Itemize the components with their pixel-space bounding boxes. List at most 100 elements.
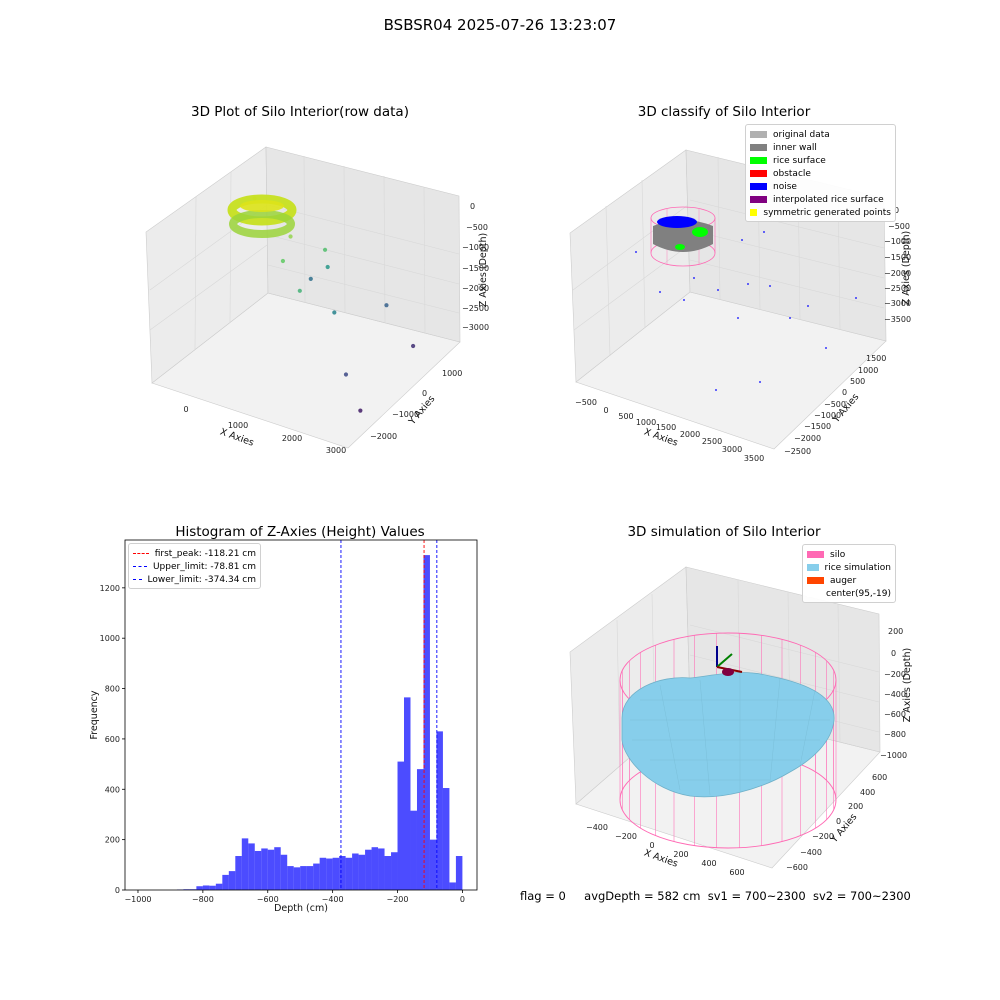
classify-z-tick: −3500	[884, 315, 911, 324]
simulation-y-tick: −400	[800, 848, 822, 857]
classify-x-tick: 0	[603, 406, 608, 415]
classify-x-tick: 3000	[722, 445, 742, 454]
classify-noise-point	[683, 299, 685, 301]
legend-line-swatch	[133, 566, 147, 567]
histogram-x-tick: −800	[192, 895, 214, 904]
classify-noise-point	[693, 277, 695, 279]
classify-noise-point	[825, 347, 827, 349]
histogram-bar	[423, 555, 430, 890]
simulation-y-tick: 400	[860, 788, 875, 797]
raw-scatter-point	[322, 247, 328, 252]
classify-x-tick: −500	[575, 398, 597, 407]
raw-y-tick: 1000	[442, 369, 462, 378]
legend-label: noise	[773, 181, 797, 192]
histogram-y-tick: 400	[105, 785, 120, 794]
raw-scatter-point	[280, 258, 286, 264]
simulation-x-tick: −400	[586, 823, 608, 832]
classify-noise-point	[747, 283, 749, 285]
legend-label: symmetric generated points	[763, 207, 891, 218]
histogram-bar	[241, 838, 249, 890]
classify-x-tick: 2000	[680, 430, 700, 439]
legend-label: obstacle	[773, 168, 811, 179]
simulation-auger	[716, 646, 743, 676]
classify-noise-point	[635, 251, 637, 253]
histogram-y-label: Frequency	[89, 690, 100, 739]
classify-rice-surface	[675, 227, 708, 250]
raw-scatter-point	[384, 303, 389, 308]
raw-y-tick: 0	[422, 389, 427, 398]
legend-color-swatch	[750, 157, 767, 164]
raw-scatter-point	[308, 276, 313, 281]
histogram-bar	[306, 866, 314, 890]
raw-scatter-points	[252, 196, 416, 413]
raw-y-ticks: 1000 0 −1000 −2000	[370, 369, 462, 441]
histogram-y-tick: 600	[105, 735, 120, 744]
classify-z-tick: −2000	[884, 269, 911, 278]
classify-y-tick: −500	[824, 400, 846, 409]
simulation-z-tick: −600	[884, 710, 906, 719]
classify-noise-point	[763, 231, 765, 233]
classify-y-tick: 0	[842, 388, 847, 397]
histogram-bar	[332, 857, 340, 890]
classify-noise-point	[769, 285, 771, 287]
simulation-x-tick: 600	[729, 868, 744, 877]
simulation-y-tick: −600	[786, 863, 808, 872]
simulation-y-label: Y Axies	[828, 812, 859, 846]
classify-z-tick: −2500	[884, 284, 911, 293]
raw-z-tick: −1000	[462, 243, 489, 252]
simulation-y-ticks: 600 400 200 0 −200 −400 −600	[786, 773, 887, 872]
histogram-bar	[254, 850, 262, 890]
raw-ring-cluster	[227, 194, 297, 238]
classify-noise-point	[741, 239, 743, 241]
classify-y-tick: 1000	[858, 366, 878, 375]
legend-color-swatch	[750, 196, 767, 203]
legend-item: auger	[807, 574, 891, 587]
classify-z-tick: −1000	[884, 237, 911, 246]
raw-x-tick: 2000	[282, 434, 302, 443]
raw-plot-title: 3D Plot of Silo Interior(row data)	[191, 104, 409, 120]
classify-y-tick: −1500	[804, 422, 831, 431]
histogram-title: Histogram of Z-Axies (Height) Values	[175, 524, 425, 540]
legend-label: rice simulation	[824, 562, 891, 573]
simulation-x-tick: −200	[615, 832, 637, 841]
histogram-bar	[280, 854, 288, 890]
classify-x-ticks: −500 0 500 1000 1500 2000 2500 3000 3500	[575, 398, 764, 463]
histogram-bar	[222, 874, 229, 890]
legend-label: inner wall	[773, 142, 817, 153]
legend-item: rice surface	[750, 154, 891, 167]
histogram-bar	[449, 882, 456, 890]
classify-noise-point	[855, 297, 857, 299]
classify-z-tick: 0	[894, 206, 899, 215]
simulation-z-tick: 200	[888, 627, 903, 636]
raw-x-tick: 0	[183, 405, 188, 414]
histogram-x-tick: 0	[460, 895, 465, 904]
classify-y-ticks: 1500 1000 500 0 −500 −1000 −1500 −2000 −…	[784, 354, 886, 456]
classify-y-tick: 1500	[866, 354, 886, 363]
legend-label: original data	[773, 129, 830, 140]
histogram-bar	[202, 885, 210, 890]
classify-x-tick: 500	[618, 412, 633, 421]
raw-y-tick: −1000	[392, 410, 419, 419]
classify-z-tick: −1500	[884, 253, 911, 262]
legend-label: rice surface	[773, 155, 826, 166]
histogram-reference-lines	[340, 540, 438, 890]
histogram-bar	[319, 857, 327, 890]
simulation-z-ticks: 200 0 −200 −400 −600 −800 −1000	[880, 627, 907, 760]
histogram-bar	[339, 856, 346, 890]
simulation-legend: silo rice simulation auger center(95,-19)	[802, 544, 896, 603]
histogram-bar	[345, 857, 353, 890]
legend-color-swatch	[807, 590, 820, 597]
simulation-x-tick: 400	[701, 859, 716, 868]
raw-z-tick: −1500	[462, 264, 489, 273]
histogram-x-tick: −200	[387, 895, 409, 904]
legend-item: rice simulation	[807, 561, 891, 574]
legend-color-swatch	[807, 577, 824, 584]
raw-scatter-point	[358, 408, 363, 413]
raw-scatter-point	[325, 264, 330, 270]
legend-color-swatch	[750, 183, 767, 190]
legend-label: interpolated rice surface	[773, 194, 884, 205]
simulation-z-tick: −400	[884, 690, 906, 699]
classify-x-tick: 1500	[656, 423, 676, 432]
raw-z-label: Z Axies (Depth)	[478, 233, 489, 307]
